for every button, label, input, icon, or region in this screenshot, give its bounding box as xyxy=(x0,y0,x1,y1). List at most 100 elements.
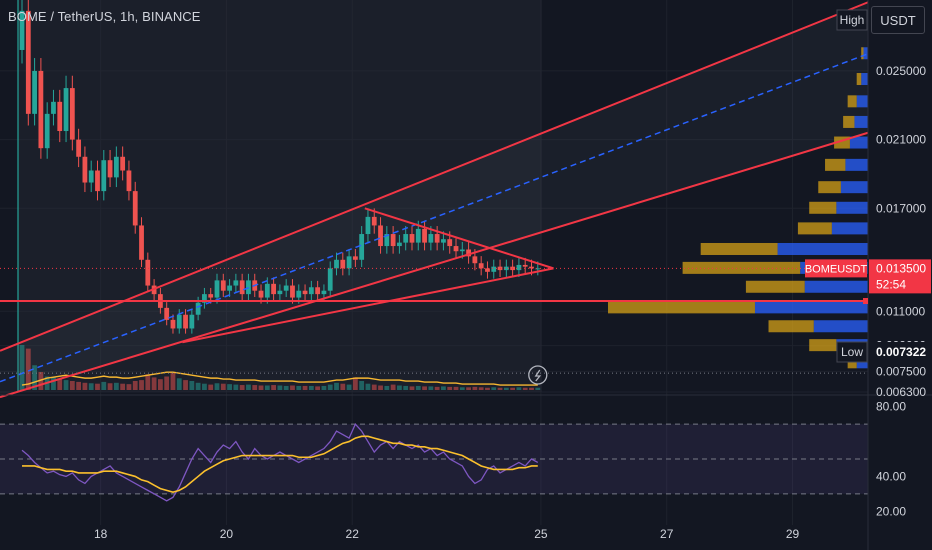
last-price-value: 0.013500 xyxy=(876,261,926,275)
candle-body-6 xyxy=(57,101,63,132)
rsi-tick-1: 40.00 xyxy=(876,469,906,483)
candle-body-7 xyxy=(63,88,69,132)
candle-body-4 xyxy=(44,113,50,149)
candle-body-32 xyxy=(220,280,226,291)
price-tick-2: 0.017000 xyxy=(876,201,926,215)
vp-up-bar-1 xyxy=(861,73,868,86)
chart-title: BOME / TetherUS, 1h, BINANCE xyxy=(8,9,201,24)
volume-bar-65 xyxy=(428,386,434,390)
volume-bar-80 xyxy=(522,387,528,390)
candle-body-27 xyxy=(189,314,195,329)
volume-bar-6 xyxy=(57,378,63,390)
candle-body-49 xyxy=(327,268,333,291)
vp-down-bar-1 xyxy=(856,73,862,86)
candle-body-33 xyxy=(227,285,232,291)
rsi-line xyxy=(21,422,539,502)
volume-bar-66 xyxy=(434,386,440,390)
candle-body-66 xyxy=(434,234,440,243)
candle-body-64 xyxy=(422,228,427,243)
candle-body-82 xyxy=(535,268,541,270)
volume-bar-9 xyxy=(76,381,82,390)
candle-body-14 xyxy=(107,160,113,178)
volume-bar-23 xyxy=(164,376,170,390)
time-tick-4: 27 xyxy=(660,527,674,541)
volume-bar-62 xyxy=(409,386,415,390)
volume-bar-63 xyxy=(415,385,421,390)
vp-up-bar-9 xyxy=(777,242,868,255)
time-tick-2: 22 xyxy=(346,527,360,541)
volume-bar-30 xyxy=(208,384,214,390)
low-value: 0.007322 xyxy=(876,345,926,359)
volume-bar-5 xyxy=(51,377,56,390)
candle-body-20 xyxy=(145,259,151,286)
vp-up-bar-7 xyxy=(836,201,868,214)
volume-bar-68 xyxy=(447,386,453,390)
volume-bar-48 xyxy=(321,385,327,390)
candle-body-13 xyxy=(101,160,107,192)
low-label: Low xyxy=(841,345,863,359)
volume-bar-3 xyxy=(38,372,44,390)
volume-bar-0 xyxy=(19,345,25,390)
volume-bar-10 xyxy=(82,382,88,390)
volume-bar-58 xyxy=(384,385,390,390)
volume-bar-25 xyxy=(176,378,182,390)
candle-body-70 xyxy=(459,249,465,252)
volume-bar-7 xyxy=(63,380,69,390)
volume-bar-55 xyxy=(365,383,371,390)
vp-up-bar-2 xyxy=(856,95,868,108)
candle-body-57 xyxy=(378,225,383,247)
candle-body-24 xyxy=(170,319,176,329)
candle-body-53 xyxy=(352,256,358,260)
channel-lower-line xyxy=(0,131,869,399)
volume-bar-28 xyxy=(195,382,201,390)
currency-button[interactable]: USDT xyxy=(871,6,925,34)
candle-body-8 xyxy=(69,88,75,140)
high-label: High xyxy=(840,13,865,27)
volume-bar-46 xyxy=(308,385,314,390)
vp-down-bar-6 xyxy=(818,181,841,194)
candle-body-25 xyxy=(176,314,182,329)
volume-bar-75 xyxy=(491,387,497,390)
volume-bar-71 xyxy=(466,387,471,390)
candle-body-69 xyxy=(453,246,459,252)
volume-bar-29 xyxy=(202,383,207,390)
candle-body-39 xyxy=(264,283,270,298)
time-tick-3: 25 xyxy=(534,527,548,541)
last-price-badge xyxy=(869,259,931,294)
candle-body-15 xyxy=(113,156,119,178)
volume-bar-70 xyxy=(459,387,465,390)
time-tick-1: 20 xyxy=(220,527,234,541)
volume-bar-61 xyxy=(403,385,409,390)
candle-body-30 xyxy=(208,294,214,298)
candle-body-72 xyxy=(472,256,478,264)
volume-bar-8 xyxy=(69,381,75,390)
candle-body-55 xyxy=(365,216,371,235)
volume-bar-27 xyxy=(189,381,195,390)
volume-bar-49 xyxy=(327,384,333,390)
volume-bar-37 xyxy=(252,385,258,390)
volume-bar-22 xyxy=(157,379,163,390)
triangle-bottom-line xyxy=(182,267,554,344)
low-badge xyxy=(836,341,868,363)
vp-up-bar-8 xyxy=(831,222,868,235)
volume-bar-38 xyxy=(258,385,264,390)
candle-body-63 xyxy=(415,228,421,243)
vp-down-bar-8 xyxy=(797,222,832,235)
volume-bar-40 xyxy=(271,385,277,390)
volume-bar-60 xyxy=(397,385,402,390)
volume-bar-32 xyxy=(220,383,226,390)
volume-bar-73 xyxy=(478,387,484,390)
vp-down-bar-2 xyxy=(847,95,857,108)
price-tick-5: 0.007500 xyxy=(876,364,926,378)
candle-body-48 xyxy=(321,290,327,295)
volume-bar-82 xyxy=(535,387,541,390)
volume-bar-13 xyxy=(101,381,107,390)
channel-mid-line xyxy=(0,53,869,383)
volume-bar-52 xyxy=(346,384,352,390)
candle-body-41 xyxy=(277,290,283,295)
symbol-label: BOMEUSDT xyxy=(805,263,868,275)
volume-bar-26 xyxy=(183,380,188,390)
volume-bar-51 xyxy=(340,383,346,390)
candle-body-56 xyxy=(371,216,377,226)
